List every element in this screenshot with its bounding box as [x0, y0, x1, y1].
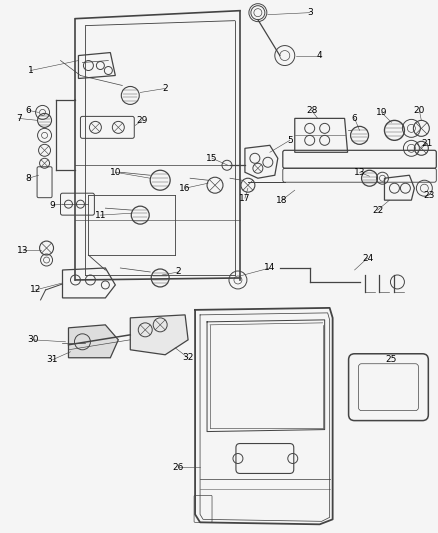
Text: 14: 14 [264, 263, 276, 272]
Text: 19: 19 [376, 108, 387, 117]
Polygon shape [130, 315, 188, 355]
Text: 5: 5 [287, 136, 293, 145]
Text: 24: 24 [362, 254, 373, 263]
Text: 13: 13 [354, 168, 365, 177]
Text: 22: 22 [372, 206, 383, 215]
Text: 20: 20 [413, 106, 425, 115]
Text: 10: 10 [110, 168, 121, 177]
Text: 30: 30 [27, 335, 39, 344]
Text: 17: 17 [239, 193, 251, 203]
Text: 25: 25 [386, 356, 397, 364]
Text: 18: 18 [276, 196, 288, 205]
Text: 15: 15 [206, 154, 218, 163]
Text: 21: 21 [422, 139, 433, 148]
Text: 11: 11 [95, 211, 106, 220]
Text: 8: 8 [26, 174, 32, 183]
Text: 26: 26 [173, 463, 184, 472]
Text: 6: 6 [352, 114, 357, 123]
Text: 9: 9 [49, 200, 55, 209]
Text: 28: 28 [306, 106, 318, 115]
Text: 31: 31 [47, 356, 58, 364]
Polygon shape [68, 325, 118, 358]
Text: 4: 4 [317, 51, 322, 60]
Text: 7: 7 [16, 114, 21, 123]
Text: 3: 3 [307, 8, 313, 17]
Text: 12: 12 [30, 286, 41, 294]
Text: 6: 6 [26, 106, 32, 115]
Text: 2: 2 [175, 268, 181, 277]
Text: 32: 32 [182, 353, 194, 362]
Text: 1: 1 [28, 66, 33, 75]
Text: 13: 13 [17, 246, 28, 255]
Text: 23: 23 [424, 191, 435, 200]
Text: 16: 16 [179, 184, 191, 193]
Text: 2: 2 [162, 84, 168, 93]
Text: 29: 29 [137, 116, 148, 125]
